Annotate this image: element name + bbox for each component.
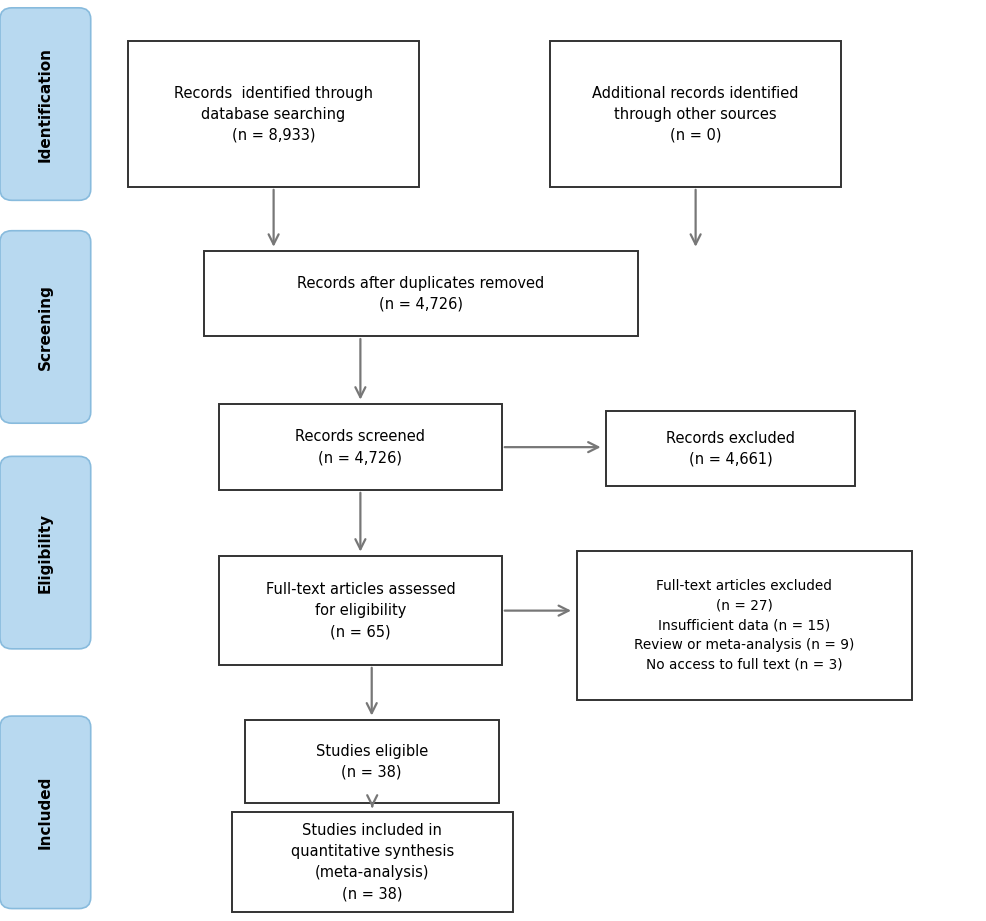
Text: Records excluded
(n = 4,661): Records excluded (n = 4,661) bbox=[667, 430, 795, 467]
Text: Records  identified through
database searching
(n = 8,933): Records identified through database sear… bbox=[175, 86, 373, 143]
FancyBboxPatch shape bbox=[0, 231, 91, 424]
FancyBboxPatch shape bbox=[606, 411, 855, 486]
FancyBboxPatch shape bbox=[128, 41, 419, 187]
FancyBboxPatch shape bbox=[219, 556, 502, 665]
FancyBboxPatch shape bbox=[219, 404, 502, 490]
FancyBboxPatch shape bbox=[550, 41, 841, 187]
Text: Full-text articles excluded
(n = 27)
Insufficient data (n = 15)
Review or meta-a: Full-text articles excluded (n = 27) Ins… bbox=[634, 579, 855, 671]
FancyBboxPatch shape bbox=[204, 251, 638, 336]
Text: Records after duplicates removed
(n = 4,726): Records after duplicates removed (n = 4,… bbox=[298, 275, 544, 312]
FancyBboxPatch shape bbox=[245, 720, 499, 803]
Text: Identification: Identification bbox=[37, 47, 53, 161]
FancyBboxPatch shape bbox=[0, 717, 91, 908]
Text: Full-text articles assessed
for eligibility
(n = 65): Full-text articles assessed for eligibil… bbox=[265, 582, 456, 639]
FancyBboxPatch shape bbox=[577, 551, 912, 700]
Text: Additional records identified
through other sources
(n = 0): Additional records identified through ot… bbox=[593, 86, 799, 143]
FancyBboxPatch shape bbox=[0, 457, 91, 648]
Text: Studies included in
quantitative synthesis
(meta-analysis)
(n = 38): Studies included in quantitative synthes… bbox=[291, 823, 454, 901]
Text: Records screened
(n = 4,726): Records screened (n = 4,726) bbox=[296, 429, 425, 465]
FancyBboxPatch shape bbox=[0, 8, 91, 201]
Text: Eligibility: Eligibility bbox=[37, 513, 53, 592]
Text: Screening: Screening bbox=[37, 284, 53, 370]
Text: Included: Included bbox=[37, 775, 53, 849]
FancyBboxPatch shape bbox=[232, 812, 513, 912]
Text: Studies eligible
(n = 38): Studies eligible (n = 38) bbox=[316, 743, 428, 780]
